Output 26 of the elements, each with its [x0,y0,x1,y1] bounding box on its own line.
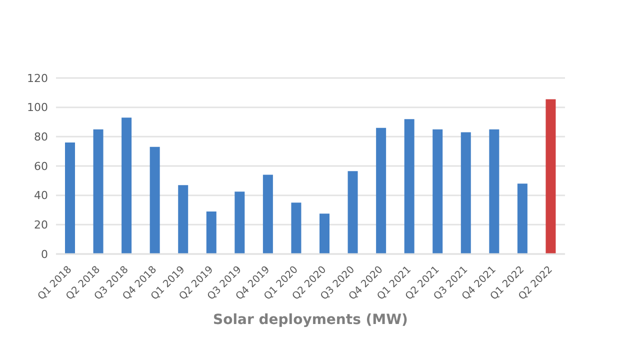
y-tick-label: 60 [34,160,48,173]
bar [234,192,245,254]
bar [517,184,528,254]
y-tick-label: 0 [41,248,48,261]
bar [546,99,556,254]
bar [206,211,216,254]
bar [320,214,330,254]
bar [432,129,443,254]
y-tick-label: 40 [34,189,48,202]
bar [404,119,414,254]
bar [291,202,302,254]
bar [489,129,500,254]
bar [93,129,104,254]
bar [178,185,188,254]
bar [65,142,75,254]
y-tick-label: 80 [34,130,48,144]
bar [348,171,358,254]
y-tick-label: 100 [27,101,48,114]
y-tick-label: 120 [27,72,48,85]
bar [262,174,273,254]
bar [122,118,132,254]
x-axis-title: Solar deployments (MW) [213,312,408,328]
bar [150,146,160,254]
bar [460,132,471,254]
bar [376,128,386,254]
y-tick-label: 20 [34,218,48,232]
